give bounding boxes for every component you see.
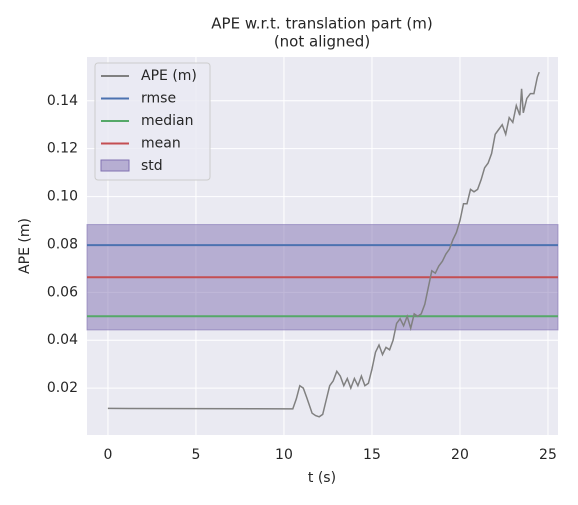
legend-label: rmse [141,91,176,107]
y-tick-label: 0.08 [47,236,78,252]
legend-box [94,62,211,181]
y-axis-label: APE (m) [17,218,33,274]
x-axis-label: t (s) [308,470,336,486]
chart-subtitle: (not aligned) [274,33,370,51]
legend-label: mean [141,136,181,152]
x-tick-label: 5 [191,447,200,463]
y-tick-label: 0.10 [47,189,78,205]
y-tick-label: 0.12 [47,141,78,157]
y-tick-label: 0.06 [47,284,78,300]
y-tick-label: 0.02 [47,380,78,396]
x-tick-label: 10 [275,447,293,463]
legend-label: APE (m) [141,68,197,84]
legend-swatch [100,159,130,172]
x-tick-label: 25 [539,447,557,463]
legend-label: median [141,113,193,129]
x-tick-label: 20 [451,447,469,463]
y-tick-label: 0.04 [47,332,78,348]
x-tick-label: 0 [103,447,112,463]
y-tick-label: 0.14 [47,93,78,109]
chart-title: APE w.r.t. translation part (m) [211,15,432,33]
legend-label: std [141,158,163,174]
x-tick-label: 15 [363,447,381,463]
ape-line [107,71,540,418]
